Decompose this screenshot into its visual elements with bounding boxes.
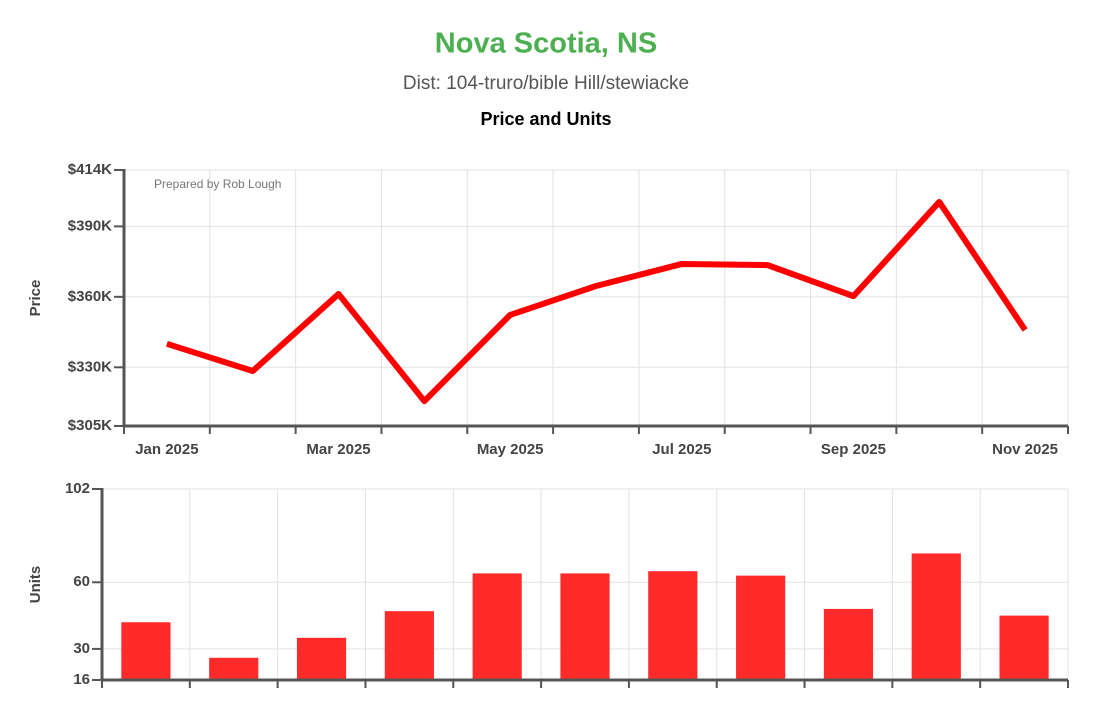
y-tick-label: 102 (65, 480, 90, 497)
bar (823, 608, 874, 680)
x-tick-label: Jan 2025 (135, 441, 198, 458)
bar (911, 553, 961, 680)
x-tick-label: Mar 2025 (306, 441, 370, 458)
bar (384, 611, 434, 680)
bar (736, 575, 786, 680)
bar (560, 573, 610, 680)
x-tick-label: Jul 2025 (652, 441, 711, 458)
subtitle: Dist: 104-truro/bible Hill/stewiacke (403, 73, 689, 94)
bar (209, 657, 259, 680)
bar (121, 622, 171, 680)
bar (999, 615, 1049, 680)
bar (472, 573, 522, 680)
bar (648, 571, 698, 680)
x-tick-label: Sep 2025 (821, 441, 886, 458)
y-tick-label: 16 (73, 671, 90, 688)
y-tick-label: 30 (73, 640, 90, 657)
price-line (166, 198, 1028, 405)
annotation: Prepared by Rob Lough (154, 177, 281, 191)
title: Nova Scotia, NS (435, 28, 657, 60)
y-tick-label: 60 (73, 573, 90, 590)
y-tick-label: $305K (68, 417, 112, 434)
y-tick-label: $330K (68, 358, 112, 375)
y-axis-label: Price (27, 280, 44, 317)
y-tick-label: $360K (68, 288, 112, 305)
y-tick-label: $414K (68, 161, 112, 178)
heading: Price and Units (480, 109, 611, 129)
x-tick-label: May 2025 (477, 441, 544, 458)
y-axis-label: Units (27, 566, 44, 604)
x-tick-label: Nov 2025 (992, 441, 1058, 458)
y-tick-label: $390K (68, 217, 112, 234)
bar (296, 637, 347, 680)
